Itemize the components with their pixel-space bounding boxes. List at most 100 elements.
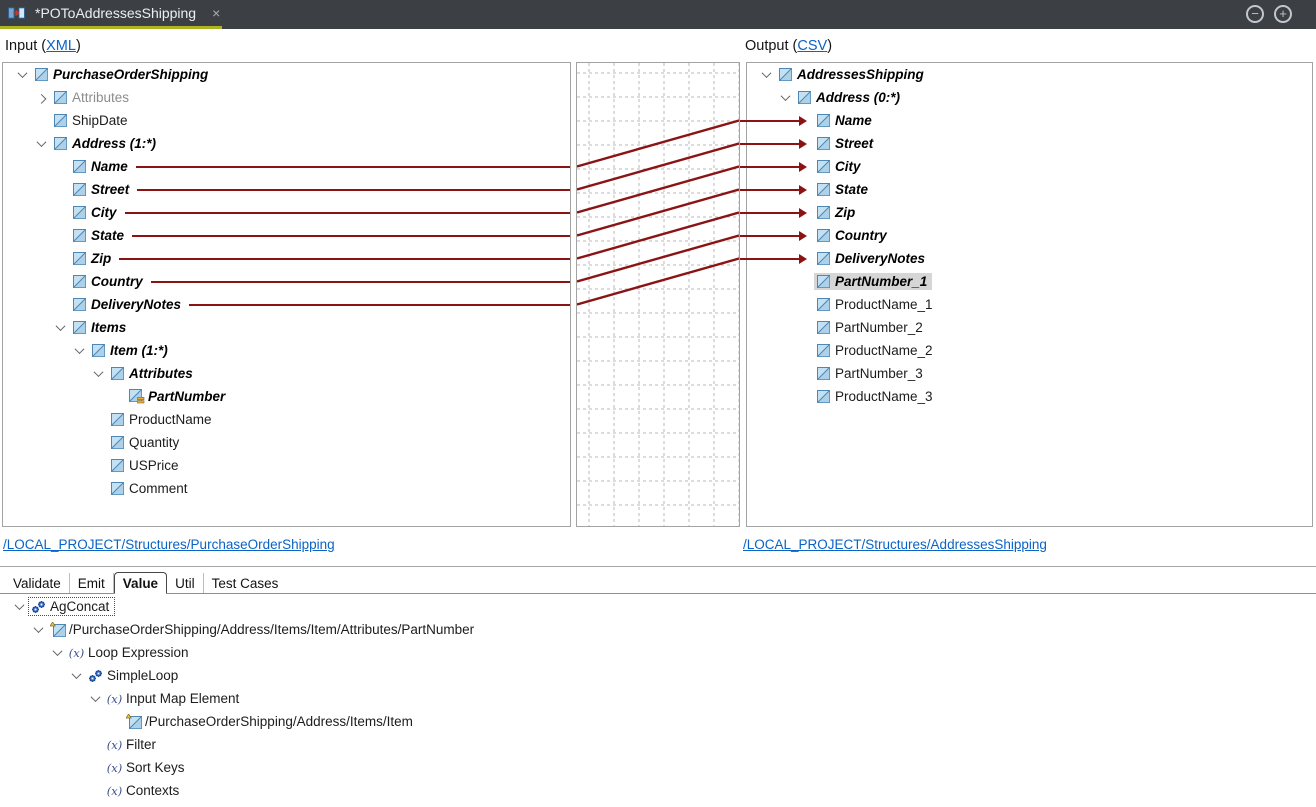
tree-item-content[interactable]: Zip xyxy=(70,250,116,267)
tree-item-purchaseordershipping-address-items-item-attributes-partnumber[interactable]: /PurchaseOrderShipping/Address/Items/Ite… xyxy=(0,618,1316,641)
tab-emit[interactable]: Emit xyxy=(70,573,114,593)
tree-item-content[interactable]: /PurchaseOrderShipping/Address/Items/Ite… xyxy=(124,713,418,730)
close-icon[interactable]: × xyxy=(212,5,221,21)
tree-item-content[interactable]: ProductName_2 xyxy=(814,342,938,359)
tree-item-productname-3[interactable]: ProductName_3 xyxy=(747,385,1312,408)
tree-item-productname-1[interactable]: ProductName_1 xyxy=(747,293,1312,316)
tree-item-content[interactable]: (x) Sort Keys xyxy=(105,759,190,776)
maximize-button[interactable]: + xyxy=(1274,5,1292,23)
chevron-down-icon[interactable] xyxy=(17,68,28,79)
chevron-down-icon[interactable] xyxy=(761,68,772,79)
tab-value[interactable]: Value xyxy=(113,572,168,594)
tab-validate[interactable]: Validate xyxy=(5,573,70,593)
tree-item-loop-expression[interactable]: (x) Loop Expression xyxy=(0,641,1316,664)
tree-item-content[interactable]: (x) Contexts xyxy=(105,782,184,799)
tree-item-content[interactable]: (x) Input Map Element xyxy=(105,690,244,707)
tree-item-partnumber[interactable]: PartNumber xyxy=(3,385,570,408)
tree-item-partnumber-2[interactable]: PartNumber_2 xyxy=(747,316,1312,339)
tree-item-addressesshipping[interactable]: AddressesShipping xyxy=(747,63,1312,86)
tree-item-items[interactable]: Items xyxy=(3,316,570,339)
tree-item-content[interactable]: Address (1:*) xyxy=(51,135,161,152)
tree-item-simpleloop[interactable]: SimpleLoop xyxy=(0,664,1316,687)
tree-item-city[interactable]: City xyxy=(747,155,1312,178)
tree-item-content[interactable]: Name xyxy=(814,112,877,129)
tree-item-content[interactable]: Name xyxy=(70,158,133,175)
tree-item-content[interactable]: (x) Filter xyxy=(105,736,161,753)
tree-item-content[interactable]: Items xyxy=(70,319,131,336)
document-tab[interactable]: *POToAddressesShipping × xyxy=(0,0,222,26)
chevron-down-icon[interactable] xyxy=(55,321,66,332)
tree-item-content[interactable]: Attributes xyxy=(108,365,198,382)
tree-item-content[interactable]: PartNumber_3 xyxy=(814,365,928,382)
mapping-canvas[interactable] xyxy=(576,62,740,527)
tab-test-cases[interactable]: Test Cases xyxy=(211,576,279,591)
tree-item-zip[interactable]: Zip xyxy=(3,247,570,270)
tree-item-sort-keys[interactable]: (x) Sort Keys xyxy=(0,756,1316,779)
chevron-down-icon[interactable] xyxy=(14,600,25,611)
tree-item-attributes[interactable]: Attributes xyxy=(3,362,570,385)
tree-item-content[interactable]: ShipDate xyxy=(51,112,133,129)
tree-item-zip[interactable]: Zip xyxy=(747,201,1312,224)
tree-item-attributes[interactable]: Attributes xyxy=(3,86,570,109)
tree-item-content[interactable]: AddressesShipping xyxy=(776,66,929,83)
chevron-down-icon[interactable] xyxy=(52,646,63,657)
tree-item-content[interactable]: State xyxy=(70,227,129,244)
tree-item-productname[interactable]: ProductName xyxy=(3,408,570,431)
tree-item-content[interactable]: Zip xyxy=(814,204,860,221)
tree-item-usprice[interactable]: USPrice xyxy=(3,454,570,477)
tree-item-content[interactable]: City xyxy=(814,158,866,175)
tree-item-content[interactable]: PartNumber_2 xyxy=(814,319,928,336)
tree-item-content[interactable]: State xyxy=(814,181,873,198)
tree-item-content[interactable]: SimpleLoop xyxy=(86,667,183,684)
input-format-link[interactable]: XML xyxy=(46,38,76,54)
chevron-down-icon[interactable] xyxy=(71,669,82,680)
tree-item-deliverynotes[interactable]: DeliveryNotes xyxy=(3,293,570,316)
tree-item-address-0[interactable]: Address (0:*) xyxy=(747,86,1312,109)
tree-item-content[interactable]: Attributes xyxy=(51,89,134,106)
tree-item-content[interactable]: Comment xyxy=(108,480,193,497)
tree-item-content[interactable]: AgConcat xyxy=(27,597,116,616)
tree-item-content[interactable]: ProductName_3 xyxy=(814,388,938,405)
tree-item-state[interactable]: State xyxy=(747,178,1312,201)
tree-item-name[interactable]: Name xyxy=(3,155,570,178)
tree-item-content[interactable]: DeliveryNotes xyxy=(814,250,930,267)
tree-item-state[interactable]: State xyxy=(3,224,570,247)
tree-item-input-map-element[interactable]: (x) Input Map Element xyxy=(0,687,1316,710)
tree-item-name[interactable]: Name xyxy=(747,109,1312,132)
tree-item-item-1[interactable]: Item (1:*) xyxy=(3,339,570,362)
chevron-down-icon[interactable] xyxy=(93,367,104,378)
tree-item-content[interactable]: Country xyxy=(70,273,148,290)
input-tree-panel[interactable]: PurchaseOrderShipping Attributes ShipDate A… xyxy=(2,62,571,527)
tree-item-city[interactable]: City xyxy=(3,201,570,224)
tree-item-partnumber-3[interactable]: PartNumber_3 xyxy=(747,362,1312,385)
tree-item-content[interactable]: Street xyxy=(70,181,134,198)
tree-item-content[interactable]: PartNumber_1 xyxy=(814,273,933,290)
tree-item-content[interactable]: Country xyxy=(814,227,892,244)
tree-item-address-1[interactable]: Address (1:*) xyxy=(3,132,570,155)
tree-item-content[interactable]: ProductName xyxy=(108,411,217,428)
rule-detail-tree[interactable]: AgConcat/PurchaseOrderShipping/Address/I… xyxy=(0,595,1316,802)
tree-item-deliverynotes[interactable]: DeliveryNotes xyxy=(747,247,1312,270)
chevron-down-icon[interactable] xyxy=(90,692,101,703)
tree-item-street[interactable]: Street xyxy=(3,178,570,201)
tree-item-content[interactable]: /PurchaseOrderShipping/Address/Items/Ite… xyxy=(48,621,479,638)
tab-util[interactable]: Util xyxy=(167,573,204,593)
tree-item-content[interactable]: ProductName_1 xyxy=(814,296,938,313)
chevron-right-icon[interactable] xyxy=(36,93,47,104)
tree-item-content[interactable]: USPrice xyxy=(108,457,184,474)
tree-item-comment[interactable]: Comment xyxy=(3,477,570,500)
input-structure-link[interactable]: /LOCAL_PROJECT/Structures/PurchaseOrderS… xyxy=(3,537,335,552)
tree-item-filter[interactable]: (x) Filter xyxy=(0,733,1316,756)
tree-item-content[interactable]: Address (0:*) xyxy=(795,89,905,106)
tree-item-quantity[interactable]: Quantity xyxy=(3,431,570,454)
tree-item-productname-2[interactable]: ProductName_2 xyxy=(747,339,1312,362)
output-tree-panel[interactable]: AddressesShipping Address (0:*) Name Street… xyxy=(746,62,1313,527)
tree-item-content[interactable]: (x) Loop Expression xyxy=(67,644,194,661)
output-structure-link[interactable]: /LOCAL_PROJECT/Structures/AddressesShipp… xyxy=(743,537,1047,552)
horizontal-sash[interactable] xyxy=(0,566,1316,567)
chevron-down-icon[interactable] xyxy=(36,137,47,148)
chevron-down-icon[interactable] xyxy=(33,623,44,634)
tree-item-street[interactable]: Street xyxy=(747,132,1312,155)
tree-item-shipdate[interactable]: ShipDate xyxy=(3,109,570,132)
tree-item-content[interactable]: PurchaseOrderShipping xyxy=(32,66,213,83)
